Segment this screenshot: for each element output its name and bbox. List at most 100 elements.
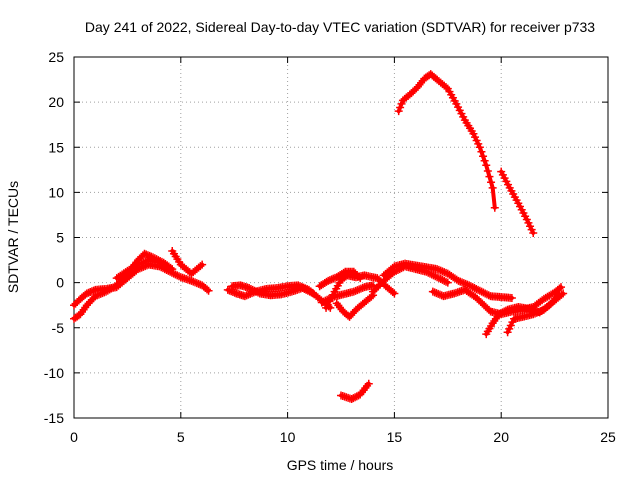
data-point [433, 265, 442, 274]
grid [74, 57, 608, 418]
x-tick-label: 5 [177, 429, 185, 445]
data-point [531, 309, 540, 318]
data-point [487, 178, 496, 187]
data-point [250, 286, 259, 295]
data-point [91, 292, 100, 301]
data-point [352, 392, 361, 401]
data-point [436, 275, 445, 284]
x-axis-title: GPS time / hours [287, 457, 394, 473]
data-point [370, 285, 379, 294]
series-track-9 [332, 291, 378, 321]
data-point [305, 287, 314, 296]
x-tick-label: 25 [600, 429, 616, 445]
data-point [242, 291, 251, 300]
data-point [100, 288, 109, 297]
data-point [137, 259, 146, 268]
data-point [390, 289, 399, 298]
chart-title: Day 241 of 2022, Sidereal Day-to-day VTE… [85, 19, 595, 35]
data-point [171, 270, 180, 279]
data-point [317, 298, 326, 307]
x-tick-label: 20 [493, 429, 509, 445]
data-point [192, 279, 201, 288]
y-tick-label: 0 [56, 275, 64, 291]
data-point [498, 308, 507, 317]
data-point [482, 290, 491, 299]
y-axis-title: SDTVAR / TECUs [5, 181, 21, 293]
data-point [303, 286, 312, 295]
data-point [322, 277, 331, 286]
data-point [82, 301, 91, 310]
data-point [166, 263, 175, 272]
data-point [347, 395, 356, 404]
data-point [477, 287, 486, 296]
data-point [532, 308, 541, 317]
series-track-6 [228, 281, 318, 300]
x-tick-label: 15 [387, 429, 403, 445]
data-point [456, 277, 465, 286]
data-point [388, 288, 397, 297]
data-point [191, 278, 200, 287]
data-point [431, 272, 440, 281]
data-point [559, 289, 568, 298]
data-point [490, 203, 499, 212]
data-point [442, 277, 451, 286]
data-point [194, 279, 203, 288]
data-point [94, 290, 103, 299]
data-point [488, 183, 497, 192]
data-point [474, 285, 483, 294]
data-point [175, 272, 184, 281]
data-point [470, 284, 479, 293]
data-point [173, 271, 182, 280]
data-point [240, 292, 249, 301]
data-point [139, 258, 148, 267]
data-point [534, 307, 543, 316]
data-point [245, 284, 254, 293]
x-tick-label: 0 [70, 429, 78, 445]
data-point [394, 107, 403, 116]
data-point [485, 172, 494, 181]
data-point [438, 267, 447, 276]
data-point [132, 261, 141, 270]
data-point [358, 283, 367, 292]
axis-ticks: 0 5 10 15 20 25 -15 -10 -5 0 5 10 15 20 25 [44, 49, 616, 445]
series-track-4 [168, 247, 207, 278]
data-point [458, 278, 467, 287]
data-point [482, 161, 491, 170]
series-track-3 [112, 256, 164, 283]
data-point [465, 281, 474, 290]
y-tick-label: 25 [48, 49, 64, 65]
data-point [481, 289, 490, 298]
data-point [196, 262, 205, 271]
data-point [356, 284, 365, 293]
data-point [248, 285, 257, 294]
x-tick-label: 10 [280, 429, 296, 445]
data-point [500, 307, 509, 316]
data-point [483, 166, 492, 175]
data-point [204, 286, 213, 295]
data-point [477, 147, 486, 156]
data-point [557, 283, 566, 292]
data-point [298, 284, 307, 293]
data-point [98, 289, 107, 298]
data-point [440, 276, 449, 285]
y-tick-label: -5 [52, 320, 65, 336]
data-point [432, 289, 441, 298]
data-point [355, 285, 364, 294]
data-point [349, 394, 358, 403]
data-point [349, 287, 358, 296]
data-point [475, 143, 484, 152]
data-point [367, 292, 376, 301]
data-point [96, 289, 105, 298]
data-point [300, 284, 309, 293]
data-point [84, 299, 93, 308]
data-point [468, 283, 477, 292]
data-series [70, 70, 568, 404]
data-point [440, 268, 449, 277]
y-tick-label: 10 [48, 184, 64, 200]
series-track-17 [497, 167, 538, 237]
series-track-16 [394, 70, 499, 212]
data-point [169, 269, 178, 278]
data-point [198, 260, 207, 269]
data-point [557, 290, 566, 299]
